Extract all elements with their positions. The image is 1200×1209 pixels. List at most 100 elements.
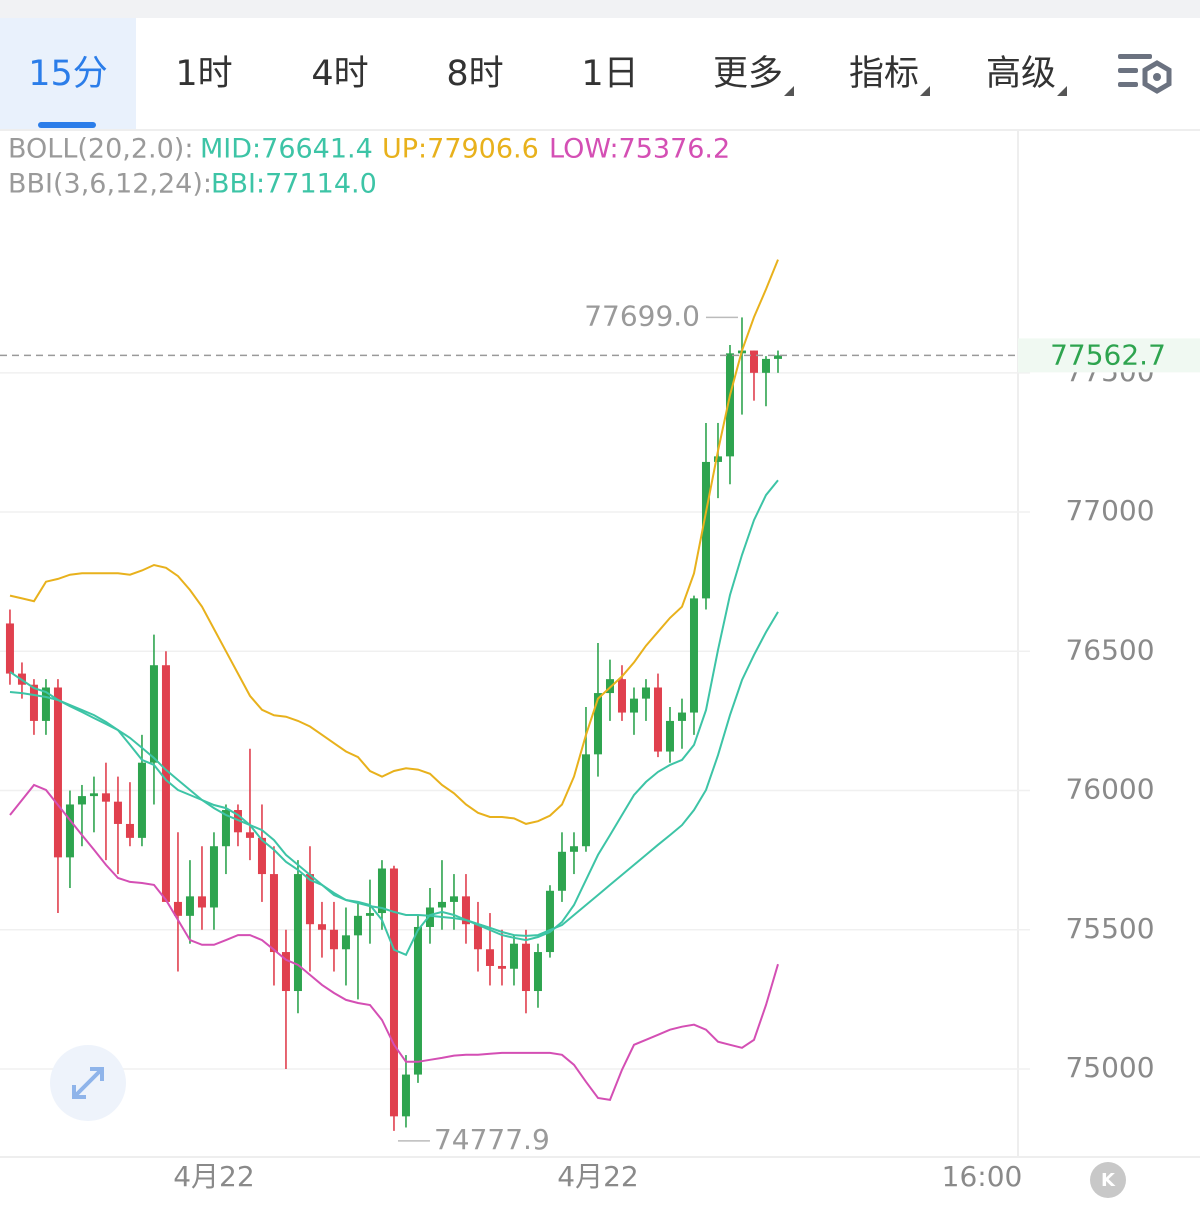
tab-bar: 15分 1时 4时 8时 1日 更多 指标 高级 [28,54,1067,96]
tab[interactable]: 高级 [986,54,1056,94]
candle-body [377,868,386,914]
candle-body [413,926,422,1075]
candle-body [509,943,518,969]
k-button[interactable]: K [1090,1162,1126,1198]
candle-body [773,355,782,359]
bbi-title: BBI(3,6,12,24): [8,169,212,200]
candle-body [641,687,650,699]
candle-body [761,358,770,373]
candle-body [713,456,722,462]
tab[interactable]: 1时 [175,54,232,94]
y-tick-label: 77000 [1065,494,1154,527]
candle-body [149,665,158,763]
candle-body [725,353,734,457]
candle-body [581,754,590,847]
candle-body [89,793,98,797]
candle-body [401,1074,410,1117]
candle-body [329,929,338,950]
tab[interactable]: 更多 [713,54,783,94]
candle-body [701,461,710,599]
candle-body [497,965,506,969]
candle-body [677,712,686,721]
candle-body [113,801,122,824]
candle-body [41,687,50,721]
dropdown-caret [1057,86,1067,96]
candle-body [221,810,230,847]
candle-body [365,913,374,916]
active-tab-bg [0,18,136,130]
candle-body [281,952,290,992]
candle-body [161,665,170,902]
candle-body [173,901,182,916]
last-price-box [1018,338,1200,373]
legend-entry: UP:77906.6 [382,134,539,165]
y-tick-label: 76000 [1065,773,1154,806]
tab[interactable]: 15分 [28,54,108,94]
tab[interactable]: 1日 [581,54,638,94]
x-tick-label: 4月22 [557,1160,638,1193]
candle-body [5,623,14,674]
x-tick-label: 4月22 [173,1160,254,1193]
candle-body [653,687,662,752]
candle-body [593,693,602,755]
candle-body [665,720,674,752]
expand-button[interactable] [50,1045,126,1121]
candle-body [257,837,266,875]
candle-body [605,679,614,694]
candle-body [29,684,38,721]
candle-body [209,846,218,908]
candle-body [341,935,350,950]
annotation: 77699.0 [584,299,700,332]
candle-body [461,896,470,925]
candle-body [65,804,74,858]
candle-body [425,907,434,927]
candle-body [293,874,302,992]
last-price-label: 77562.7 [1050,338,1166,371]
candle-body [245,832,254,838]
candle-body [449,896,458,902]
candle-body [533,952,542,992]
candle-body [101,793,110,802]
legend-entry: LOW:75376.2 [549,134,730,165]
tab[interactable]: 4时 [311,54,368,94]
candle-body [689,598,698,713]
candle-body [137,762,146,838]
settings-icon[interactable] [1118,54,1172,94]
candle-body [197,896,206,908]
candle-body [545,890,554,953]
active-tab-indicator [38,122,96,128]
indicator-line [9,479,779,957]
indicator-line [9,259,779,825]
candle-body [569,846,578,852]
legend-entry: BBI:77114.0 [211,169,377,200]
indicator-line [9,611,779,937]
y-tick-label: 75500 [1065,912,1154,945]
status-strip [0,0,1200,18]
tab[interactable]: 8时 [446,54,503,94]
candle-body [557,851,566,891]
tab[interactable]: 指标 [849,54,919,94]
svg-text:K: K [1101,1170,1116,1191]
candle-body [353,915,362,936]
y-tick-label: 75000 [1065,1051,1154,1084]
candle-body [185,896,194,916]
legend-entry: MID:76641.4 [200,134,373,165]
candle-body [617,679,626,713]
candle-body [485,949,494,966]
dropdown-caret [920,86,930,96]
x-tick-label: 16:00 [942,1160,1023,1193]
candle-body [77,796,86,805]
candle-body [473,924,482,950]
indicator-line [9,783,779,1102]
annotation: 74777.9 [434,1123,550,1156]
candle-body [749,350,758,373]
legend: MID:76641.4 UP:77906.6 LOW:75376.2 BBI:7711… [200,134,730,200]
candle-body [53,687,62,858]
candle-body [269,874,278,953]
candle-body [521,943,530,992]
candle-body [389,868,398,1117]
candle-body [629,698,638,713]
candle-body [317,924,326,930]
